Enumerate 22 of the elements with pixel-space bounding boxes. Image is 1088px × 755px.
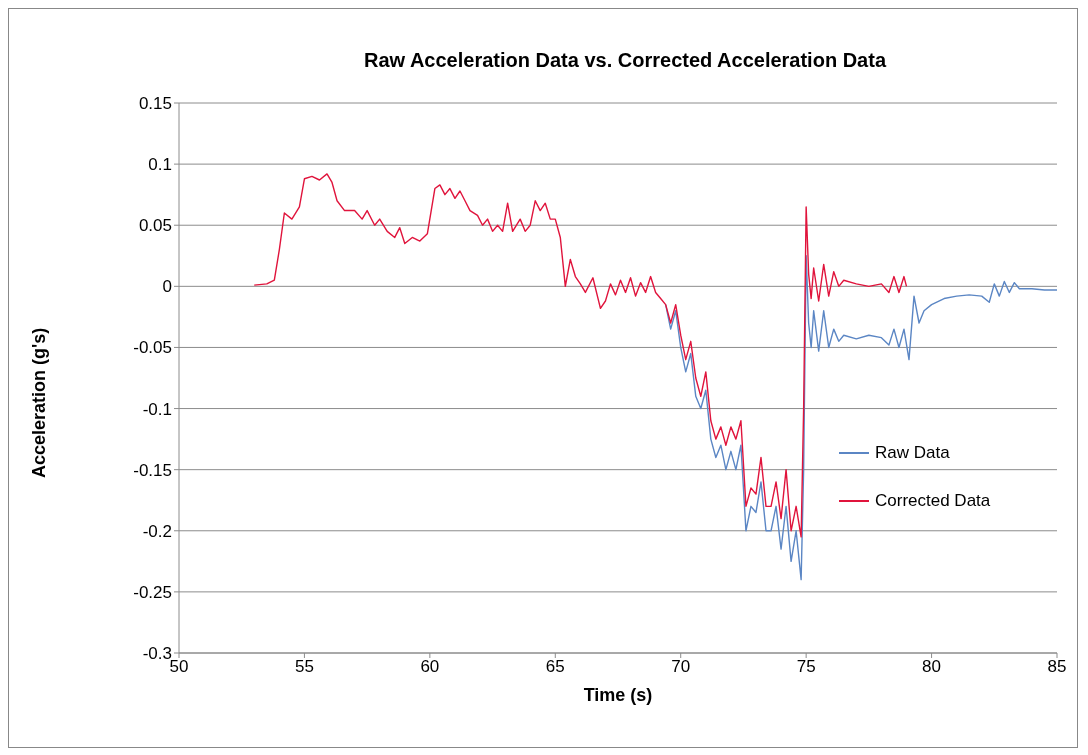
y-tick-label: -0.1	[142, 399, 172, 419]
x-tick-label: 70	[671, 657, 691, 677]
x-tick-label: 75	[796, 657, 816, 677]
line-series	[664, 255, 1057, 581]
x-tick-label: 85	[1047, 657, 1067, 677]
x-tick-label: 55	[294, 657, 314, 677]
y-tick-label: -0.2	[142, 521, 172, 541]
y-tick-label: -0.15	[133, 460, 172, 480]
y-tick-label: 0.1	[148, 155, 172, 175]
legend-label: Corrected Data	[875, 491, 991, 511]
y-tick-label: -0.25	[133, 582, 172, 602]
x-axis-title: Time (s)	[583, 685, 653, 705]
y-axis-title: Acceleration (g's)	[29, 327, 50, 478]
x-tick-label: 80	[922, 657, 942, 677]
y-tick-label: -0.05	[133, 338, 172, 358]
x-tick-label: 65	[545, 657, 565, 677]
y-tick-label: 0.15	[138, 94, 172, 114]
y-tick-label: 0	[162, 277, 172, 297]
legend-label: Raw Data	[875, 443, 950, 463]
chart-title: Raw Acceleration Data vs. Corrected Acceleration Data	[362, 49, 888, 72]
x-tick-label: 60	[420, 657, 440, 677]
y-tick-label: 0.05	[138, 216, 172, 236]
